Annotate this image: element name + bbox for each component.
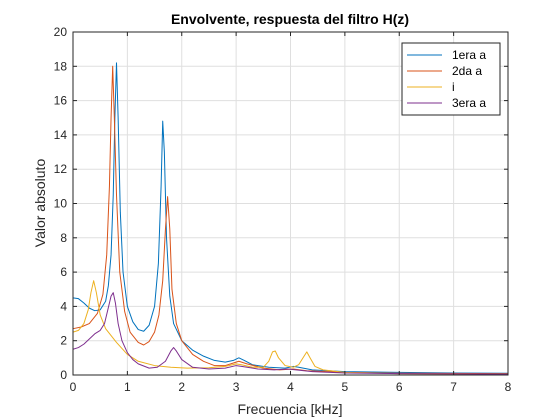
x-tick-label: 3 (233, 380, 240, 394)
x-tick-label: 1 (124, 380, 131, 394)
y-tick-label: 4 (60, 299, 67, 313)
series-layer (72, 62, 509, 375)
x-tick-label: 2 (178, 380, 185, 394)
legend-label-2: 2da a (452, 64, 482, 78)
y-tick-label: 18 (54, 59, 68, 73)
legend-label-1: 1era a (452, 48, 486, 62)
chart-title: Envolvente, respuesta del filtro H(z) (171, 11, 409, 27)
series-line-3 (72, 280, 509, 375)
y-tick-label: 10 (54, 197, 68, 211)
series-line-4 (72, 292, 509, 375)
y-tick-label: 12 (54, 162, 68, 176)
x-tick-label: 5 (342, 380, 349, 394)
y-tick-label: 8 (60, 231, 67, 245)
y-tick-label: 16 (54, 94, 68, 108)
x-axis-label: Frecuencia [kHz] (237, 401, 342, 417)
y-tick-label: 2 (60, 334, 67, 348)
series-line-1 (72, 62, 509, 374)
y-tick-label: 20 (54, 25, 68, 39)
y-tick-label: 0 (60, 368, 67, 382)
legend-label-4: 3era a (452, 96, 486, 110)
x-tick-label: 0 (70, 380, 77, 394)
legend-label-3: i (452, 80, 455, 94)
y-tick-label: 14 (54, 128, 68, 142)
x-tick-label: 4 (287, 380, 294, 394)
x-tick-label: 8 (505, 380, 512, 394)
series-line-2 (72, 65, 509, 375)
y-tick-label: 6 (60, 265, 67, 279)
x-tick-label: 6 (396, 380, 403, 394)
legend: 1era a 2da a i 3era a (401, 42, 501, 116)
x-tick-label: 7 (450, 380, 457, 394)
y-axis-label: Valor absoluto (32, 159, 48, 248)
